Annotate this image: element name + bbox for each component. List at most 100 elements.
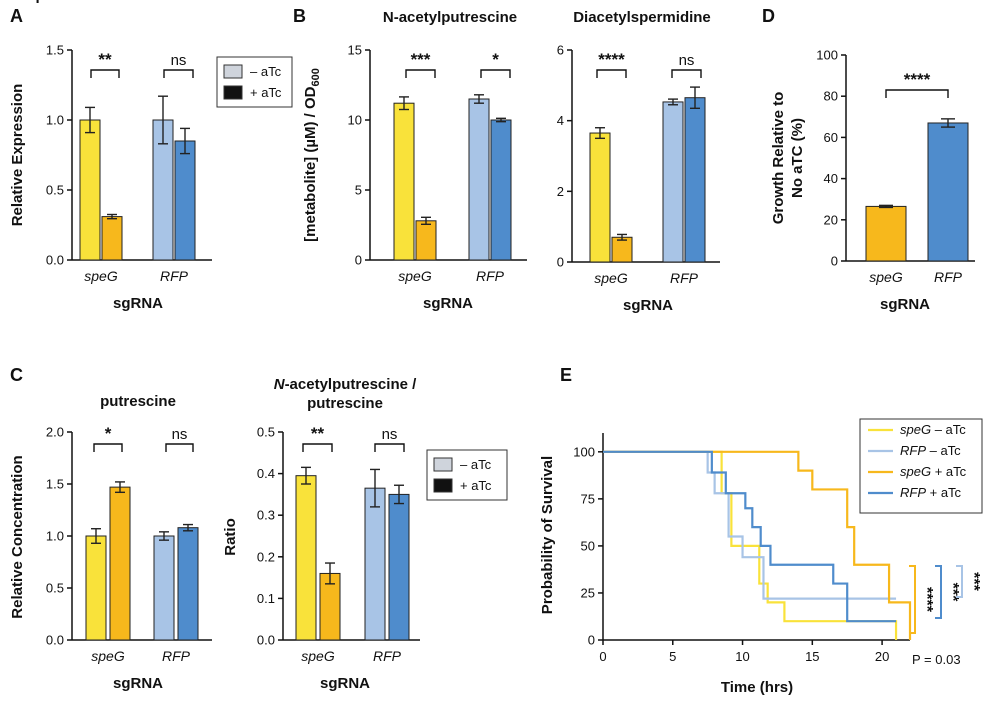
y-axis-label: Relative Expression (9, 84, 26, 227)
bar-speG-plus (109, 486, 131, 641)
significance-label: **** (598, 50, 625, 69)
chart-title: putrescine (100, 393, 176, 410)
x-axis-label: sgRNA (423, 295, 473, 312)
bar-speG-minus (295, 475, 317, 641)
y-tick-label: 100 (573, 444, 595, 459)
x-category-label: RFP (670, 270, 699, 286)
significance-bracket (909, 565, 916, 634)
significance-bracket (596, 69, 627, 78)
x-tick-label: 0 (599, 649, 606, 664)
significance-label: ns (679, 52, 695, 69)
y-tick-label: 0 (831, 254, 838, 269)
survival-curve-1 (603, 450, 897, 600)
significance-label: ns (171, 52, 187, 69)
bar-RFP-minus (468, 98, 490, 261)
x-tick-label: 15 (805, 649, 819, 664)
y-tick-label: 1.5 (46, 477, 64, 492)
significance-bracket (956, 565, 963, 598)
y-tick-label: 0.0 (257, 633, 275, 648)
significance-bracket (671, 69, 702, 78)
x-tick-label: 20 (875, 649, 889, 664)
bar-RFP (927, 122, 969, 262)
y-tick-label: 0.1 (257, 591, 275, 606)
legend-swatch-plus (223, 85, 243, 100)
y-tick-label: 0.3 (257, 508, 275, 523)
y-tick-label: 0.5 (257, 425, 275, 440)
significance-bracket (93, 443, 123, 452)
y-tick-label: 1.5 (46, 43, 64, 58)
x-axis-label: Time (hrs) (721, 679, 793, 696)
y-tick-label: 6 (557, 43, 564, 58)
significance-label: **** (904, 70, 931, 89)
legend-box (859, 418, 983, 514)
bar-RFP-minus (364, 487, 386, 641)
y-tick-label: 50 (581, 538, 595, 553)
panel-letter-E: E (560, 365, 572, 385)
survival-curve-3 (603, 450, 897, 623)
significance-label: ** (311, 424, 325, 443)
legend-swatch-minus (433, 457, 453, 472)
bar-RFP-plus (177, 527, 199, 641)
p-value-label: P = 0.03 (912, 652, 961, 667)
x-category-label: speG (301, 648, 335, 664)
bar-speG-plus (611, 236, 633, 263)
significance-label: ns (172, 426, 188, 443)
y-tick-label: 0.0 (46, 253, 64, 268)
significance-label: ** (98, 50, 112, 69)
significance-bracket (90, 69, 120, 78)
significance-label: *** (944, 583, 961, 602)
y-tick-label: 1.0 (46, 113, 64, 128)
bar-speG (865, 205, 907, 262)
x-tick-label: 5 (669, 649, 676, 664)
y-tick-label: 1.0 (46, 529, 64, 544)
chart-title: Diacetylspermidine (573, 9, 711, 26)
y-tick-label: 80 (824, 89, 838, 104)
bar-speG-plus (415, 220, 437, 261)
x-category-label: speG (594, 270, 628, 286)
bar-speG-minus (85, 535, 107, 641)
y-tick-label: 15 (348, 43, 362, 58)
survival-curve-0 (603, 450, 898, 640)
significance-label: * (105, 424, 112, 443)
significance-bracket (302, 443, 333, 452)
x-axis-label: sgRNA (320, 675, 370, 692)
x-category-label: RFP (162, 648, 191, 664)
y-tick-label: 0.4 (257, 466, 275, 481)
significance-bracket (480, 69, 511, 78)
x-category-label: RFP (934, 269, 963, 285)
chart-title: N-acetylputrescine / putrescine (0, 0, 111, 4)
legend-label: RFP – aTc (900, 443, 961, 458)
y-tick-label: 0.0 (46, 633, 64, 648)
chart-title: N-acetylputrescine (383, 9, 517, 26)
y-axis-label: Relative Concentration (9, 455, 26, 618)
x-category-label: speG (84, 268, 118, 284)
panel-letter-B: B (293, 6, 306, 26)
panel-letter-C: C (10, 365, 23, 385)
y-axis-label: Growth Relative to (770, 92, 787, 225)
x-axis-label: sgRNA (113, 675, 163, 692)
x-category-label: RFP (373, 648, 402, 664)
legend-label-plus: + aTc (250, 85, 282, 100)
y-tick-label: 0.5 (46, 183, 64, 198)
legend-label: RFP + aTc (900, 485, 962, 500)
y-tick-label: 100 (816, 48, 838, 63)
legend-swatch-minus (223, 64, 243, 79)
y-tick-label: 0 (355, 253, 362, 268)
panel-letter-A: A (10, 6, 23, 26)
y-tick-label: 10 (348, 113, 362, 128)
legend-swatch-plus (433, 478, 453, 493)
significance-bracket (885, 89, 949, 98)
x-axis-label: sgRNA (880, 296, 930, 313)
bar-speG-minus (79, 119, 101, 261)
y-tick-label: 5 (355, 183, 362, 198)
chart-title-line2: putrescine (307, 395, 383, 412)
significance-bracket (405, 69, 436, 78)
bar-RFP-plus (388, 493, 410, 641)
panel-letter-D: D (762, 6, 775, 26)
bar-RFP-plus (684, 97, 706, 263)
y-axis-label: [metabolite] (µM) / OD600 (302, 68, 322, 242)
y-axis-label: Ratio (222, 518, 239, 556)
bar-speG-minus (589, 132, 611, 263)
y-tick-label: 0.2 (257, 549, 275, 564)
